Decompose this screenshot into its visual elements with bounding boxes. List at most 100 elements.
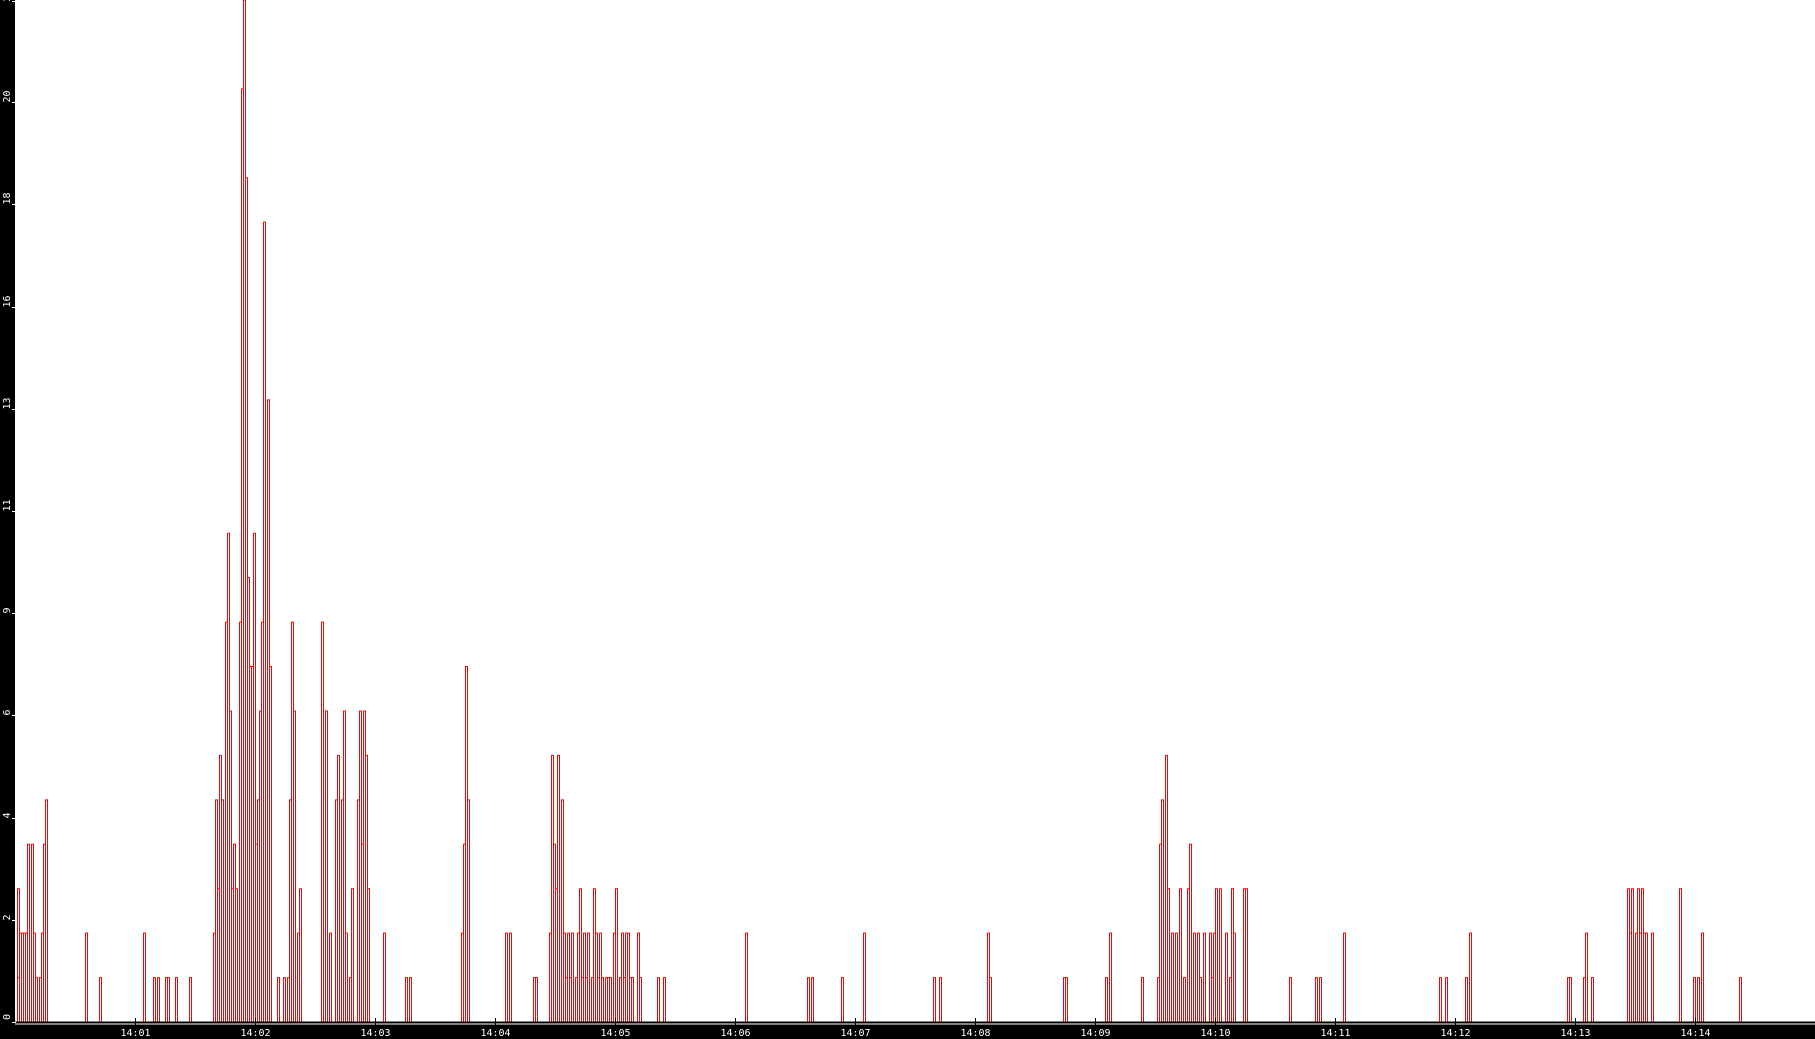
data-bar — [293, 710, 296, 1022]
data-bar — [253, 532, 256, 1022]
x-tick-label: 14:12 — [1440, 1028, 1470, 1039]
y-tick-label: 23 — [2, 0, 13, 2]
data-bar — [1199, 977, 1202, 1022]
data-bar — [1439, 977, 1442, 1022]
data-bar — [157, 977, 160, 1022]
data-bar — [383, 932, 386, 1022]
data-bar — [409, 977, 412, 1022]
x-tick-label: 14:01 — [120, 1028, 150, 1039]
data-bar — [1215, 888, 1218, 1022]
data-bar — [175, 977, 178, 1022]
data-bar — [587, 932, 590, 1022]
y-tick-label: 9 — [2, 607, 13, 613]
data-bar — [221, 799, 224, 1022]
data-bar — [609, 977, 612, 1022]
data-bar — [1739, 977, 1742, 1022]
data-bar — [45, 799, 48, 1022]
data-bar — [1245, 888, 1248, 1022]
data-bar — [1141, 977, 1144, 1022]
data-bar — [1167, 888, 1170, 1022]
x-tick-label: 14:09 — [1080, 1028, 1110, 1039]
data-bar — [153, 977, 156, 1022]
data-bar — [939, 977, 942, 1022]
x-tick-label: 14:05 — [600, 1028, 630, 1039]
data-bar — [1445, 977, 1448, 1022]
data-bar — [601, 977, 604, 1022]
plot-area — [15, 0, 1815, 1022]
data-bar — [989, 977, 992, 1022]
y-tick-label: 16 — [2, 295, 13, 307]
data-bar — [1591, 977, 1594, 1022]
data-bar — [1585, 932, 1588, 1022]
data-bar — [1693, 977, 1696, 1022]
data-bar — [27, 843, 30, 1022]
data-bar — [1065, 977, 1068, 1022]
data-bar — [841, 977, 844, 1022]
data-bar — [1219, 888, 1222, 1022]
data-bar — [807, 977, 810, 1022]
data-bar — [405, 977, 408, 1022]
data-bar — [1225, 932, 1228, 1022]
data-bar — [1193, 932, 1196, 1022]
data-bar — [1233, 932, 1236, 1022]
data-bar — [1203, 932, 1206, 1022]
data-bar — [351, 888, 354, 1022]
data-bar — [337, 754, 340, 1022]
data-bar — [35, 977, 38, 1022]
data-bar — [263, 221, 266, 1022]
x-tick-label: 14:11 — [1320, 1028, 1350, 1039]
data-bar — [1175, 932, 1178, 1022]
data-bar — [229, 710, 232, 1022]
data-bar — [325, 710, 328, 1022]
data-bar — [657, 977, 660, 1022]
data-bar — [1319, 977, 1322, 1022]
x-tick-label: 14:13 — [1560, 1028, 1590, 1039]
y-tick-label: 11 — [2, 499, 13, 511]
data-bar — [1171, 932, 1174, 1022]
data-bar — [283, 977, 286, 1022]
x-tick-label: 14:04 — [480, 1028, 510, 1039]
data-bar — [1651, 932, 1654, 1022]
data-bar — [299, 888, 302, 1022]
data-bar — [1183, 977, 1186, 1022]
data-bar — [1289, 977, 1292, 1022]
y-tick-label: 18 — [2, 192, 13, 204]
data-bar — [1315, 977, 1318, 1022]
data-bar — [269, 666, 272, 1022]
x-axis: 14:01 14:02 14:03 14:04 14:05 14:06 14:07 14:08… — [120, 1018, 1711, 1039]
data-bar — [367, 888, 370, 1022]
data-bar — [1161, 799, 1164, 1022]
data-bar — [1189, 843, 1192, 1022]
data-bar — [143, 932, 146, 1022]
data-bar — [631, 977, 634, 1022]
data-bar — [663, 977, 666, 1022]
y-tick-label: 20 — [2, 90, 13, 102]
data-bar — [99, 977, 102, 1022]
data-bar — [509, 932, 512, 1022]
data-bar — [505, 932, 508, 1022]
data-bar — [1679, 888, 1682, 1022]
data-bar — [1465, 977, 1468, 1022]
data-bar — [189, 977, 192, 1022]
data-bar — [329, 932, 332, 1022]
data-bar — [345, 932, 348, 1022]
data-bar — [1701, 932, 1704, 1022]
data-bar — [639, 977, 642, 1022]
x-tick-label: 14:10 — [1200, 1028, 1230, 1039]
data-bar — [579, 888, 582, 1022]
data-bar — [1343, 932, 1346, 1022]
data-bar — [615, 888, 618, 1022]
data-bar — [321, 621, 324, 1022]
data-bar — [557, 754, 560, 1022]
x-tick-label: 14:06 — [720, 1028, 750, 1039]
x-tick-label: 14:14 — [1680, 1028, 1710, 1039]
data-bar — [561, 799, 564, 1022]
y-tick-label: 4 — [2, 812, 13, 818]
data-bar — [467, 799, 470, 1022]
x-tick-label: 14:03 — [360, 1028, 390, 1039]
x-tick-label: 14:08 — [960, 1028, 990, 1039]
data-bar — [1645, 932, 1648, 1022]
y-tick-label: 13 — [2, 397, 13, 409]
data-bar — [1105, 977, 1108, 1022]
